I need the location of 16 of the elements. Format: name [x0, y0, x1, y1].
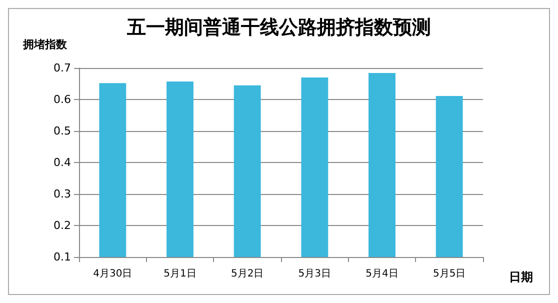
- y-tick-label: 0.3: [54, 188, 71, 200]
- chart-title: 五一期间普通干线公路拥挤指数预测: [126, 16, 431, 38]
- y-tick-label: 0.5: [54, 124, 71, 138]
- x-axis-title: 日期: [509, 270, 533, 284]
- x-tick-label: 5月2日: [230, 268, 264, 280]
- x-tick-label: 5月5日: [432, 268, 466, 280]
- y-tick-label: 0.2: [54, 219, 71, 232]
- y-tick-label: 0.6: [54, 93, 71, 106]
- x-tick-label: 4月30日: [93, 268, 132, 280]
- y-axis-title: 拥堵指数: [22, 38, 68, 51]
- y-tick-label: 0.1: [54, 250, 71, 264]
- y-tick-label: 0.7: [54, 62, 71, 74]
- x-tick-label: 5月1日: [164, 268, 196, 280]
- y-tick-label: 0.4: [54, 156, 71, 169]
- x-tick-label: 5月3日: [298, 268, 332, 280]
- x-tick-label: 5月4日: [366, 268, 398, 280]
